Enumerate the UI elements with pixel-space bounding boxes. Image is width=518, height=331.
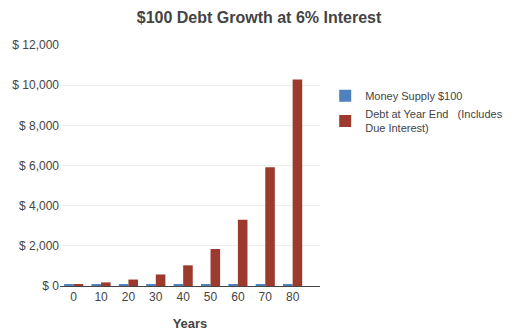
- svg-text:$100 Debt Growth at 6% Interes: $100 Debt Growth at 6% Interest: [137, 9, 382, 26]
- svg-text:40: 40: [176, 290, 190, 304]
- svg-text:20: 20: [122, 290, 136, 304]
- svg-text:$ 0: $ 0: [42, 279, 59, 293]
- svg-text:$ 8,000: $ 8,000: [19, 119, 59, 133]
- svg-text:60: 60: [231, 290, 245, 304]
- svg-text:70: 70: [259, 290, 273, 304]
- svg-text:Debt at Year End (IncludesDu: Debt at Year End (IncludesDue Interest): [365, 108, 502, 134]
- svg-text:$ 2,000: $ 2,000: [19, 239, 59, 253]
- svg-text:$ 4,000: $ 4,000: [19, 199, 59, 213]
- svg-text:Years: Years: [173, 316, 208, 331]
- svg-text:$ 6,000: $ 6,000: [19, 159, 59, 173]
- svg-text:$ 10,000: $ 10,000: [12, 78, 59, 92]
- svg-text:50: 50: [204, 290, 218, 304]
- svg-text:30: 30: [149, 290, 163, 304]
- svg-text:$ 12,000: $ 12,000: [12, 38, 59, 52]
- svg-text:0: 0: [70, 290, 77, 304]
- svg-text:10: 10: [94, 290, 108, 304]
- svg-text:80: 80: [286, 290, 300, 304]
- svg-text:Money Supply $100: Money Supply $100: [365, 90, 462, 102]
